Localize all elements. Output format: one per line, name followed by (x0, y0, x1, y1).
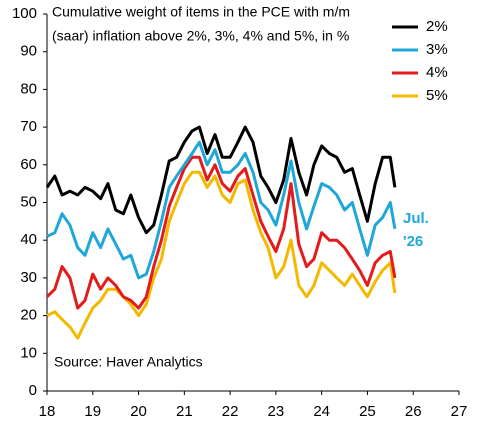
chart-title-line: (saar) inflation above 2%, 3%, 4% and 5%… (52, 28, 349, 44)
y-tick-label: 50 (20, 193, 37, 210)
series-line (46, 170, 397, 340)
legend-label: 3% (426, 41, 448, 58)
annotation: Jul. (403, 210, 429, 227)
x-tick-label: 22 (222, 403, 239, 420)
chart-title-line: Cumulative weight of items in the PCE wi… (52, 4, 350, 20)
y-tick-label: 60 (20, 156, 37, 173)
y-tick-label: 0 (29, 382, 37, 399)
y-tick-label: 10 (20, 344, 37, 361)
y-tick-label: 40 (20, 231, 37, 248)
x-tick-label: 26 (405, 403, 422, 420)
x-tick-label: 21 (176, 403, 193, 420)
x-tick-label: 25 (359, 403, 376, 420)
source-note: Source: Haver Analytics (54, 354, 203, 370)
series-line (45, 155, 397, 310)
x-tick-label: 27 (451, 403, 468, 420)
x-tick-label: 18 (39, 403, 56, 420)
x-tick-label: 24 (313, 403, 330, 420)
y-tick-label: 100 (12, 5, 37, 22)
legend-label: 5% (426, 87, 448, 104)
x-tick-label: 23 (268, 403, 285, 420)
annotation: '26 (403, 233, 423, 250)
legend-label: 2% (426, 18, 448, 35)
x-tick-label: 19 (84, 403, 101, 420)
y-tick-label: 90 (20, 43, 37, 60)
series-line (46, 140, 397, 280)
y-tick-label: 20 (20, 307, 37, 324)
series-line (45, 125, 397, 235)
legend-label: 4% (426, 64, 448, 81)
y-tick-label: 70 (20, 118, 37, 135)
y-tick-label: 30 (20, 269, 37, 286)
x-tick-label: 20 (130, 403, 147, 420)
y-tick-label: 80 (20, 80, 37, 97)
